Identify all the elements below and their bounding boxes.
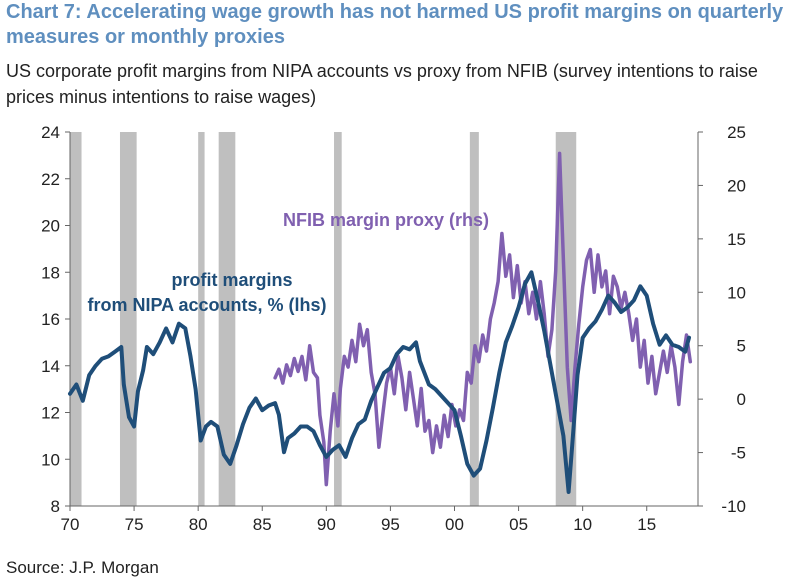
x-tick-label: 95: [381, 515, 400, 534]
right-tick-label: 5: [737, 337, 746, 356]
series-lines: [68, 151, 693, 494]
chart-title: Chart 7: Accelerating wage growth has no…: [6, 1, 784, 48]
recession-band-0: [70, 132, 82, 506]
x-tick-label: 80: [189, 515, 208, 534]
left-tick-label: 10: [41, 450, 60, 469]
nfib-annotation: NFIB margin proxy (rhs): [283, 210, 489, 230]
x-tick-label: 05: [509, 515, 528, 534]
x-tick-label: 00: [445, 515, 464, 534]
left-tick-label: 12: [41, 404, 60, 423]
right-tick-label: -10: [721, 497, 746, 516]
left-tick-label: 16: [41, 310, 60, 329]
recession-band-2: [198, 132, 205, 506]
right-tick-label: 25: [727, 123, 746, 142]
recession-band-5: [469, 132, 479, 506]
recession-band-4: [334, 132, 342, 506]
right-tick-label: 20: [727, 176, 746, 195]
x-tick-label: 75: [125, 515, 144, 534]
recession-band-1: [119, 132, 137, 506]
left-tick-label: 22: [41, 170, 60, 189]
left-tick-label: 20: [41, 217, 60, 236]
left-tick-label: 24: [41, 123, 60, 142]
x-tick-label: 90: [317, 515, 336, 534]
x-tick-label: 10: [573, 515, 592, 534]
recession-band-3: [218, 132, 236, 506]
chart-subtitle: US corporate profit margins from NIPA ac…: [6, 61, 758, 107]
left-tick-label: 8: [51, 497, 60, 516]
nipa-annotation-line-2: from NIPA accounts, % (lhs): [87, 295, 326, 315]
annotations: profit margins from NIPA accounts, % (lhs…: [87, 210, 489, 315]
right-tick-label: -5: [731, 444, 746, 463]
x-tick-label: 15: [637, 515, 656, 534]
right-tick-label: 0: [737, 390, 746, 409]
x-tick-label: 70: [61, 515, 80, 534]
right-tick-label: 10: [727, 283, 746, 302]
right-tick-label: 15: [727, 230, 746, 249]
left-tick-label: 14: [41, 357, 60, 376]
source-note: Source: J.P. Morgan: [6, 558, 159, 577]
left-tick-label: 18: [41, 263, 60, 282]
nfib-series-line: [273, 151, 693, 487]
nipa-series-line: [68, 270, 691, 494]
nipa-annotation-line-1: profit margins: [171, 270, 292, 290]
x-tick-label: 85: [253, 515, 272, 534]
